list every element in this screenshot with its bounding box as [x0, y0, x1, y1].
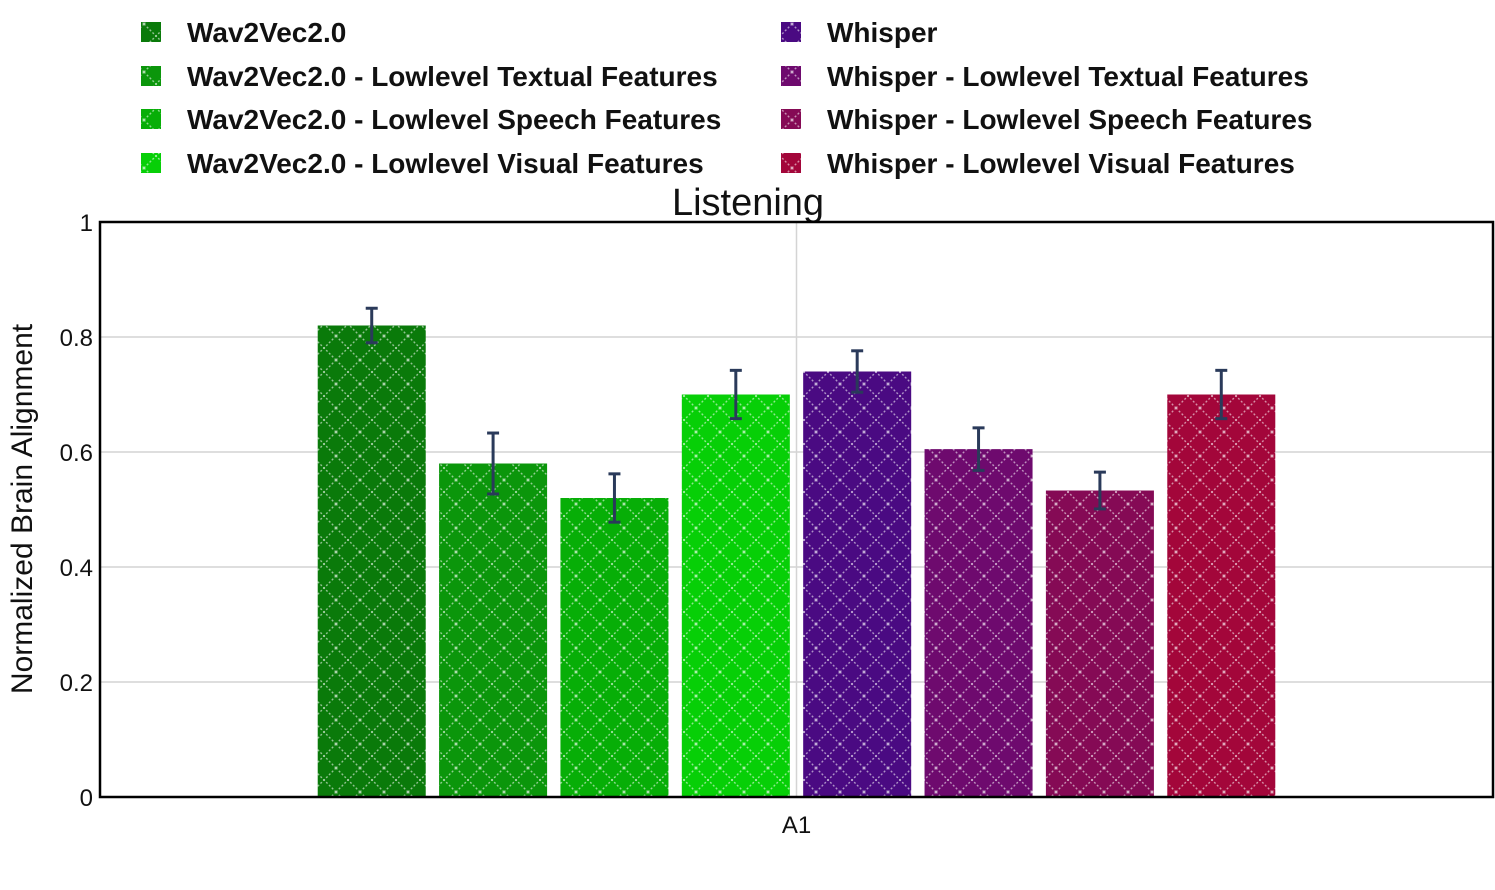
legend-label: Wav2Vec2.0 - Lowlevel Visual Features [187, 148, 704, 179]
legend-item: Wav2Vec2.0 - Lowlevel Speech Features [141, 104, 721, 135]
legend-swatch [781, 109, 801, 129]
bar [803, 371, 912, 797]
legend: Wav2Vec2.0 Wav2Vec2.0 - Lowlevel Textual … [141, 17, 1312, 179]
bar [439, 463, 548, 797]
grid [100, 222, 1493, 797]
legend-item: Whisper - Lowlevel Visual Features [781, 148, 1295, 179]
legend-item: Wav2Vec2.0 - Lowlevel Textual Features [141, 61, 718, 92]
plot-frame [98, 220, 1495, 799]
y-tick-label: 0.8 [60, 325, 93, 352]
error-bar [729, 368, 742, 421]
bar [1045, 490, 1154, 797]
error-bar [365, 306, 378, 345]
legend-swatch [141, 22, 161, 42]
legend-label: Whisper - Lowlevel Speech Features [827, 104, 1312, 135]
error-bars [365, 306, 1228, 524]
error-bar [608, 472, 621, 524]
legend-swatch [781, 153, 801, 173]
legend-label: Wav2Vec2.0 [187, 17, 346, 48]
y-tick-label: 0.4 [60, 555, 93, 582]
legend-item: Whisper [781, 17, 938, 48]
x-axis-ticks: A1 [782, 812, 811, 839]
bars [317, 325, 1276, 797]
y-axis-label: Normalized Brain Alignment [6, 323, 39, 694]
error-bar [851, 349, 864, 394]
y-axis-ticks: 0 0.2 0.4 0.6 0.8 1 [60, 210, 93, 812]
legend-swatch [781, 22, 801, 42]
x-tick-label: A1 [782, 812, 811, 839]
bar [1167, 394, 1276, 797]
legend-item: Whisper - Lowlevel Textual Features [781, 61, 1309, 92]
bar [317, 325, 426, 797]
chart-title: Listening [672, 182, 824, 224]
error-bar [1215, 368, 1228, 421]
y-tick-label: 1 [80, 210, 93, 237]
legend-label: Wav2Vec2.0 - Lowlevel Speech Features [187, 104, 721, 135]
legend-swatch [141, 66, 161, 86]
legend-swatch [141, 109, 161, 129]
legend-label: Whisper - Lowlevel Visual Features [827, 148, 1295, 179]
y-tick-label: 0.6 [60, 440, 93, 467]
legend-item: Whisper - Lowlevel Speech Features [781, 104, 1312, 135]
legend-swatch [141, 153, 161, 173]
legend-item: Wav2Vec2.0 [141, 17, 346, 48]
bar [924, 449, 1033, 797]
error-bar [972, 426, 985, 472]
error-bar [1093, 470, 1106, 511]
legend-item: Wav2Vec2.0 - Lowlevel Visual Features [141, 148, 704, 179]
y-tick-label: 0.2 [60, 670, 93, 697]
error-bar [487, 431, 500, 496]
legend-swatch [781, 66, 801, 86]
legend-label: Whisper [827, 17, 938, 48]
bar [681, 394, 790, 797]
legend-label: Wav2Vec2.0 - Lowlevel Textual Features [187, 61, 718, 92]
bar [560, 498, 669, 797]
legend-label: Whisper - Lowlevel Textual Features [827, 61, 1309, 92]
y-tick-label: 0 [80, 785, 93, 812]
